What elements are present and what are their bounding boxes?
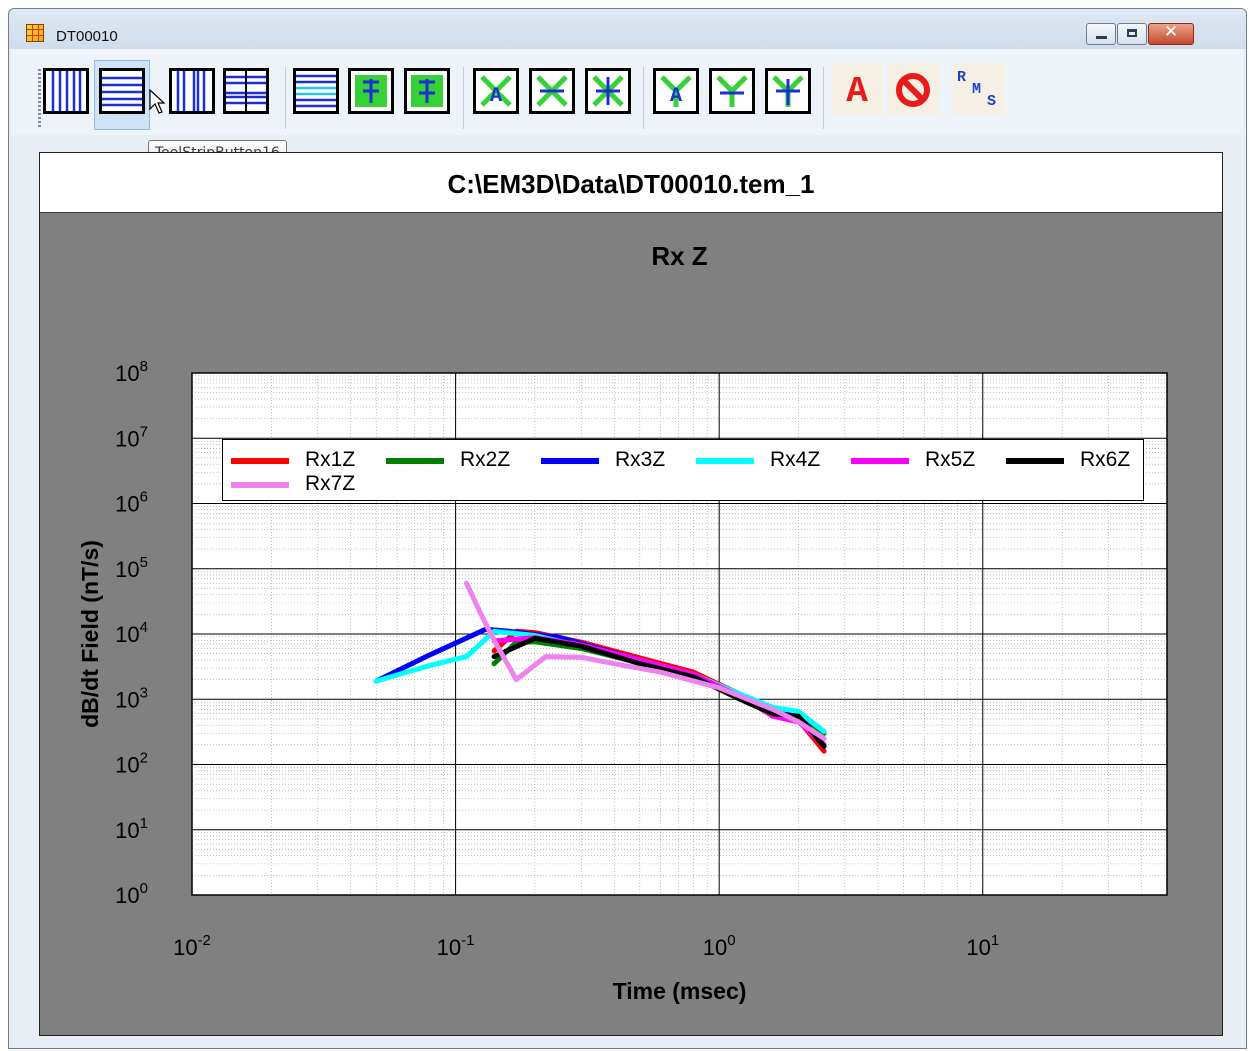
app-grid-icon	[26, 24, 44, 42]
maximize-icon	[1127, 29, 1137, 37]
y-marker-plus-button[interactable]	[765, 68, 811, 114]
y-tick-label: 101	[115, 815, 148, 843]
error-bar-offset-button[interactable]	[404, 68, 450, 114]
rms-icon: R M S	[957, 69, 996, 110]
prohibit-button[interactable]	[887, 63, 939, 115]
legend-swatch	[231, 482, 289, 488]
legend-label: Rx7Z	[305, 472, 356, 495]
minimize-icon	[1096, 36, 1107, 39]
error-bar-icon	[355, 75, 387, 107]
chart-legend: Rx1Z Rx2Z Rx3Z Rx4Z Rx5Z Rx6Z Rx7Z	[222, 439, 1144, 501]
svg-text:M: M	[972, 81, 981, 98]
legend-label: Rx3Z	[615, 448, 666, 471]
file-title: C:\EM3D\Data\DT00010.tem_1	[447, 169, 815, 199]
y-tick-label: 107	[115, 423, 148, 451]
series-line-rx7z	[464, 580, 827, 741]
y-marker-icon	[716, 75, 748, 107]
toolbar-separator	[285, 67, 286, 129]
plot-panel: C:\EM3D\Data\DT00010.tem_1 10-2 10-1 100 10…	[39, 152, 1223, 1036]
y-marker-plus-icon	[772, 75, 804, 107]
toolbar-separator	[643, 67, 644, 129]
mouse-pointer-icon	[149, 89, 165, 114]
legend-label: Rx5Z	[925, 448, 976, 471]
x-tick-label: 10-1	[437, 932, 475, 960]
annotate-text-icon: A	[846, 71, 868, 112]
toolbar: A A	[11, 49, 1244, 135]
horizontal-grid-fine-icon	[102, 76, 142, 107]
y-tick-label: 105	[115, 554, 148, 582]
legend-label: Rx2Z	[460, 448, 511, 471]
vertical-grid-fine-button[interactable]	[43, 68, 89, 114]
legend-swatch	[851, 458, 909, 464]
x-tick-label: 101	[966, 932, 999, 960]
maximize-button[interactable]	[1117, 23, 1147, 45]
prohibit-icon	[896, 73, 930, 107]
chart-title: Rx Z	[651, 241, 707, 271]
chart: 10-2 10-1 100 101 100 101 102 103 104 105 106 107 10…	[77, 241, 1168, 1004]
x-marker-icon	[536, 75, 568, 107]
y-tick-label: 108	[115, 358, 148, 386]
x-marker-button[interactable]	[529, 68, 575, 114]
file-title-bar: C:\EM3D\Data\DT00010.tem_1	[40, 153, 1222, 213]
horizontal-grid-coarse-icon	[226, 71, 266, 111]
y-tick-label: 100	[115, 880, 148, 908]
y-tick-label: 104	[115, 619, 148, 647]
horizontal-band-grid-button[interactable]	[293, 68, 339, 114]
legend-swatch	[231, 458, 289, 464]
error-bar-offset-icon	[411, 75, 443, 107]
asterisk-marker-icon	[592, 75, 624, 107]
rms-button[interactable]: R M S	[953, 63, 1005, 115]
x-marker-a-button[interactable]: A	[473, 68, 519, 114]
minimize-button[interactable]	[1086, 23, 1116, 45]
svg-text:R: R	[957, 69, 966, 86]
legend-swatch	[696, 458, 754, 464]
horizontal-grid-fine-button[interactable]	[99, 68, 145, 114]
svg-text:A: A	[670, 85, 682, 108]
vertical-grid-coarse-button[interactable]	[169, 68, 215, 114]
y-tick-label: 102	[115, 750, 148, 778]
close-button[interactable]: ✕	[1148, 22, 1194, 45]
y-marker-a-button[interactable]: A	[653, 68, 699, 114]
horizontal-band-grid-icon	[296, 74, 336, 108]
y-tick-label: 103	[115, 684, 148, 712]
y-marker-a-icon: A	[660, 75, 692, 108]
asterisk-marker-button[interactable]	[585, 68, 631, 114]
toolbar-grip[interactable]	[38, 69, 41, 129]
x-tick-label: 10-2	[173, 932, 211, 960]
vertical-grid-fine-icon	[51, 71, 82, 111]
legend-label: Rx4Z	[770, 448, 821, 471]
legend-label: Rx6Z	[1080, 448, 1131, 471]
annotate-text-button[interactable]: A	[831, 63, 883, 115]
window-title: DT00010	[56, 28, 118, 45]
legend-swatch	[1006, 458, 1064, 464]
x-tick-label: 100	[703, 932, 736, 960]
y-marker-button[interactable]	[709, 68, 755, 114]
y-axis-label: dB/dt Field (nT/s)	[77, 540, 103, 728]
svg-text:S: S	[987, 93, 996, 110]
legend-swatch	[541, 458, 599, 464]
y-tick-label: 106	[115, 489, 148, 517]
toolbar-separator	[463, 67, 464, 129]
title-bar[interactable]: DT00010 ✕	[9, 9, 1246, 49]
error-bar-button[interactable]	[348, 68, 394, 114]
toolbar-separator	[823, 67, 824, 129]
x-axis-label: Time (msec)	[613, 978, 747, 1004]
horizontal-grid-coarse-button[interactable]	[223, 68, 269, 114]
app-window: DT00010 ✕	[8, 8, 1247, 1049]
legend-label: Rx1Z	[305, 448, 356, 471]
x-marker-a-icon: A	[480, 75, 512, 108]
legend-swatch	[386, 458, 444, 464]
close-icon: ✕	[1163, 22, 1179, 42]
svg-text:A: A	[490, 85, 502, 108]
vertical-grid-coarse-icon	[176, 71, 206, 111]
